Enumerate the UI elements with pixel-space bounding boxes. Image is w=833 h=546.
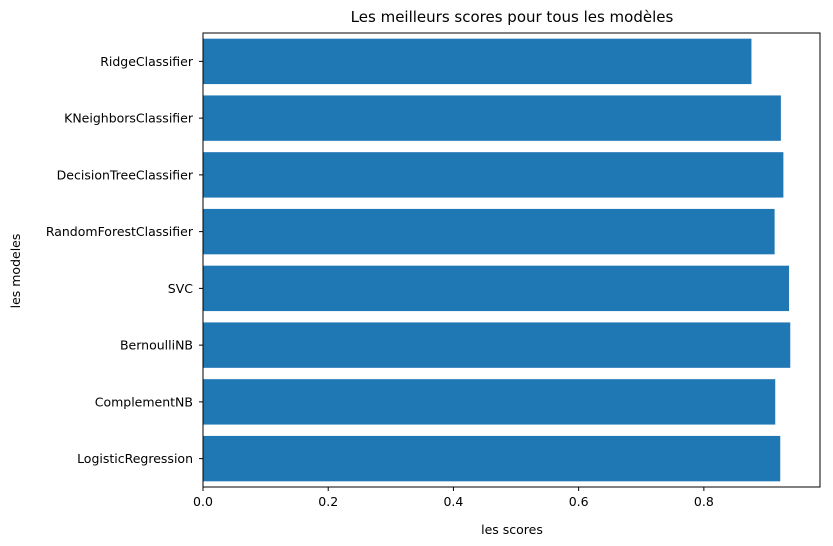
x-tick-label: 0.6 [569, 494, 589, 509]
x-tick-label: 0.2 [318, 494, 338, 509]
bars-group [203, 38, 791, 482]
y-tick-label: BernoulliNB [120, 338, 193, 353]
plot-frame [202, 32, 821, 488]
bar [203, 95, 781, 141]
bar [203, 322, 791, 368]
bar [203, 265, 790, 312]
chart-title: Les meilleurs scores pour tous les modèl… [351, 8, 674, 26]
y-tick-label: SVC [168, 281, 193, 296]
bar [203, 152, 784, 198]
x-axis-ticks: 0.0 0.2 0.4 0.6 0.8 [193, 487, 714, 509]
y-axis-ticks: LogisticRegression ComplementNB BernoulliN… [46, 54, 203, 466]
bar [203, 208, 775, 255]
y-tick-label: DecisionTreeClassifier [57, 167, 194, 182]
x-axis-label: les scores [481, 522, 543, 537]
y-tick-label: RandomForestClassifier [46, 224, 194, 239]
y-axis-label: les modeles [8, 234, 23, 309]
y-tick-label: KNeighborsClassifier [64, 111, 194, 126]
bar [203, 379, 776, 425]
x-tick-label: 0.4 [443, 494, 463, 509]
bar [203, 38, 752, 85]
x-tick-label: 0.0 [193, 494, 213, 509]
x-tick-label: 0.8 [694, 494, 714, 509]
y-tick-label: ComplementNB [95, 394, 193, 409]
y-tick-label: RidgeClassifier [100, 54, 194, 69]
bar [203, 435, 781, 482]
y-tick-label: LogisticRegression [77, 451, 193, 466]
